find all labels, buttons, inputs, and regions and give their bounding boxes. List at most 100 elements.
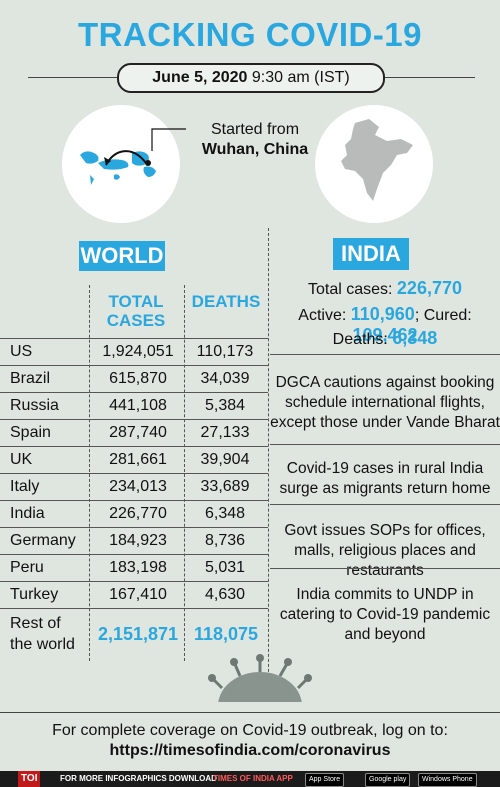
- table-row: Germany 184,923 8,736: [0, 527, 268, 554]
- country-name: Turkey: [10, 586, 59, 603]
- deaths-value: 27,133: [200, 424, 250, 441]
- deaths-value: 39,904: [200, 451, 250, 468]
- date-divider-left: [28, 77, 117, 78]
- table-row-divider: [0, 392, 268, 393]
- total-cases-value: 287,740: [109, 424, 167, 441]
- india-map-icon: [341, 119, 413, 201]
- country-name: Italy: [10, 478, 40, 495]
- india-deaths: Deaths: 6,348: [270, 328, 500, 349]
- virus-illustration: [208, 654, 312, 702]
- deaths-label: Deaths:: [332, 331, 388, 348]
- deaths-value: 8,736: [204, 532, 246, 549]
- active-number: 110,960: [350, 304, 415, 324]
- table-row: Turkey 167,410 4,630: [0, 581, 268, 608]
- world-map-icon: [80, 150, 156, 185]
- total-cases-label: Total cases:: [307, 281, 393, 298]
- time-text: 9:30 am (IST): [251, 69, 350, 86]
- rest-total-cases: 2,151,871: [97, 624, 179, 644]
- coverage-link[interactable]: https://timesofindia.com/coronavirus: [109, 742, 391, 759]
- india-active-cured: Active: 110,960; Cured: 109,462: [270, 304, 500, 346]
- origin-line1: Started from: [210, 121, 300, 138]
- origin-line2: Wuhan, China: [201, 141, 309, 158]
- toi-logo: TOI: [18, 771, 41, 787]
- total-cases-value: 441,108: [109, 397, 167, 414]
- rest-of-world-label: Rest of the world: [10, 613, 75, 655]
- active-label: Active:: [298, 307, 347, 324]
- table-row-divider: [0, 554, 268, 555]
- table-row-divider: [0, 500, 268, 501]
- table-row-divider: [0, 608, 268, 609]
- india-map-circle: [315, 105, 433, 223]
- total-cases-value: 615,870: [109, 370, 167, 387]
- date-divider-right: [385, 77, 475, 78]
- total-cases-header: TOTAL CASES: [106, 292, 166, 330]
- country-name: UK: [10, 451, 33, 468]
- download-text: FOR MORE INFOGRAPHICS DOWNLOAD: [60, 774, 217, 783]
- deaths-value: 110,173: [196, 343, 254, 360]
- table-row: Peru 183,198 5,031: [0, 554, 268, 581]
- table-row: Brazil 615,870 34,039: [0, 365, 268, 392]
- total-cases-value: 184,923: [109, 532, 167, 549]
- country-name: Spain: [10, 424, 51, 441]
- news-divider: [270, 568, 500, 569]
- windows-phone-badge[interactable]: Windows Phone: [418, 773, 477, 787]
- date-badge: June 5, 2020 9:30 am (IST): [117, 63, 385, 93]
- india-total-cases: Total cases: 226,770: [270, 278, 500, 299]
- cured-label: ; Cured:: [414, 307, 472, 324]
- table-row: India 226,770 6,348: [0, 500, 268, 527]
- total-cases-value: 1,924,051: [102, 343, 174, 360]
- country-name: Peru: [10, 559, 44, 576]
- app-name: TIMES OF INDIA APP: [213, 774, 293, 783]
- app-store-badge[interactable]: App Store: [305, 773, 345, 787]
- rest-deaths: 118,075: [193, 624, 259, 644]
- table-row: UK 281,661 39,904: [0, 446, 268, 473]
- table-row-divider: [0, 419, 268, 420]
- country-name: Germany: [10, 532, 76, 549]
- origin-note: Started from Wuhan, China: [185, 120, 325, 160]
- country-name: Russia: [10, 397, 59, 414]
- table-row-divider: [0, 365, 268, 366]
- deaths-value: 6,348: [204, 505, 246, 522]
- table-row-divider: [0, 338, 268, 339]
- total-cases-number: 226,770: [396, 278, 462, 298]
- deaths-header: DEATHS: [191, 292, 261, 311]
- table-row: Italy 234,013 33,689: [0, 473, 268, 500]
- app-download-bar: TOI FOR MORE INFOGRAPHICS DOWNLOAD TIMES…: [0, 771, 500, 787]
- deaths-value: 5,384: [204, 397, 246, 414]
- news-item: Covid-19 cases in rural India surge as m…: [279, 460, 491, 497]
- total-cases-value: 226,770: [109, 505, 167, 522]
- rest-line1: Rest of: [10, 615, 61, 632]
- date-text: June 5, 2020: [152, 69, 248, 86]
- table-row-divider: [0, 446, 268, 447]
- news-item: DGCA cautions against booking schedule i…: [270, 374, 500, 431]
- total-cases-value: 167,410: [109, 586, 167, 603]
- total-cases-value: 281,661: [109, 451, 167, 468]
- table-row-divider: [0, 527, 268, 528]
- table-row: US 1,924,051 110,173: [0, 338, 268, 365]
- total-cases-value: 234,013: [109, 478, 167, 495]
- table-row-divider: [0, 581, 268, 582]
- world-label: WORLD: [79, 241, 165, 271]
- center-divider: [268, 228, 269, 702]
- total-cases-value: 183,198: [109, 559, 167, 576]
- country-name: Brazil: [10, 370, 51, 387]
- news-item: Govt issues SOPs for offices, malls, rel…: [284, 522, 486, 579]
- table-row-divider: [0, 473, 268, 474]
- deaths-value: 4,630: [204, 586, 246, 603]
- india-label: INDIA: [333, 238, 409, 270]
- table-row: Russia 441,108 5,384: [0, 392, 268, 419]
- deaths-number: 6,348: [392, 328, 438, 348]
- deaths-value: 34,039: [200, 370, 250, 387]
- news-divider: [270, 444, 500, 445]
- google-play-badge[interactable]: Google play: [365, 773, 411, 787]
- country-name: US: [10, 343, 33, 360]
- country-name: India: [10, 505, 45, 522]
- deaths-value: 33,689: [200, 478, 250, 495]
- cured-number: 109,462: [352, 325, 418, 345]
- news-divider: [270, 504, 500, 505]
- rest-line2: the world: [10, 636, 75, 653]
- news-item: India commits to UNDP in catering to Cov…: [279, 586, 491, 643]
- world-map-circle: [62, 105, 180, 223]
- footer-divider: [0, 712, 500, 713]
- news-divider: [270, 354, 500, 355]
